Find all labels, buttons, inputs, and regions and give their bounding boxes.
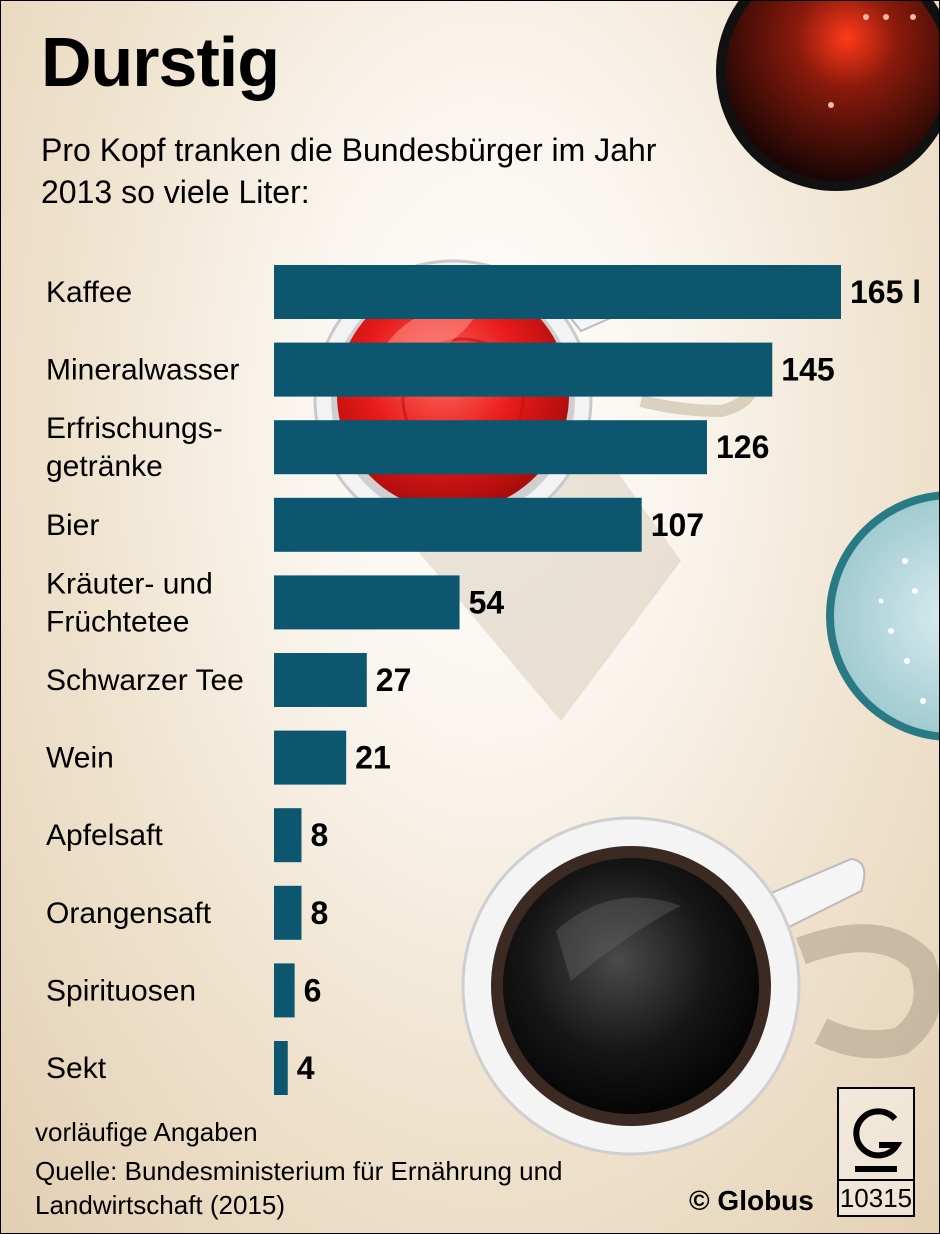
bar-8 <box>274 885 302 940</box>
bar-5 <box>274 653 367 707</box>
footnote: vorläufige Angaben <box>35 1117 258 1147</box>
bar-6 <box>274 730 347 785</box>
value-label-4: 54 <box>469 584 505 620</box>
value-label-7: 8 <box>310 817 328 853</box>
category-label-line: Kräuter- und <box>46 567 213 600</box>
water-glass-icon <box>826 491 939 741</box>
category-label-line: Spirituosen <box>46 974 196 1007</box>
bar-2 <box>274 420 707 475</box>
value-label-6: 21 <box>355 740 391 776</box>
globus-mark-icon <box>853 1108 903 1172</box>
value-label-3: 107 <box>651 507 704 543</box>
bar-10 <box>274 1041 288 1095</box>
source-text: Quelle: Bundesministerium für Ernährung … <box>35 1156 563 1220</box>
category-label-7: Apfelsaft <box>46 819 163 852</box>
category-label-line: Bier <box>46 509 99 542</box>
category-label-6: Wein <box>46 742 114 775</box>
category-label-line: Früchtetee <box>46 605 189 638</box>
category-label-line: Apfelsaft <box>46 819 163 852</box>
chart-subtitle: Pro Kopf tranken die Bundesbürger im Jah… <box>41 132 657 210</box>
category-label-4: Kräuter- und Früchtetee <box>46 567 213 638</box>
category-label-line: Erfrischungs- <box>46 412 223 445</box>
category-label-9: Spirituosen <box>46 974 196 1007</box>
value-label-1: 145 <box>781 352 834 388</box>
bar-7 <box>274 808 302 863</box>
category-label-line: Schwarzer Tee <box>46 664 244 697</box>
value-label-9: 6 <box>304 972 322 1008</box>
category-label-10: Sekt <box>46 1052 107 1085</box>
category-label-line: Sekt <box>46 1052 107 1085</box>
value-label-5: 27 <box>376 662 412 698</box>
chart-title: Durstig <box>41 23 280 101</box>
category-label-line: Orangensaft <box>46 897 212 930</box>
bar-0 <box>274 265 841 319</box>
bar-1 <box>274 342 773 397</box>
value-label-0: 165 l <box>850 274 921 310</box>
bar-4 <box>274 575 460 630</box>
value-label-8: 8 <box>310 895 328 931</box>
value-label-10: 4 <box>297 1050 315 1086</box>
category-label-0: Kaffee <box>46 276 132 309</box>
category-label-3: Bier <box>46 509 99 542</box>
category-label-5: Schwarzer Tee <box>46 664 244 697</box>
category-label-1: Mineralwasser <box>46 354 239 387</box>
coffee-cup-icon <box>461 816 939 1156</box>
graphic-number: 10315 <box>839 1179 913 1215</box>
category-label-line: getränke <box>46 450 163 483</box>
category-label-line: Kaffee <box>46 276 132 309</box>
value-label-2: 126 <box>716 429 769 465</box>
category-label-8: Orangensaft <box>46 897 212 930</box>
globus-logo: 10315 <box>837 1087 915 1217</box>
category-label-line: Wein <box>46 742 114 775</box>
category-label-2: Erfrischungs-getränke <box>46 412 223 483</box>
credit-text: © Globus <box>689 1185 814 1216</box>
dark-tea-cup-icon <box>716 1 939 191</box>
category-label-line: Mineralwasser <box>46 354 239 387</box>
bar-3 <box>274 497 642 552</box>
bar-9 <box>274 963 295 1018</box>
